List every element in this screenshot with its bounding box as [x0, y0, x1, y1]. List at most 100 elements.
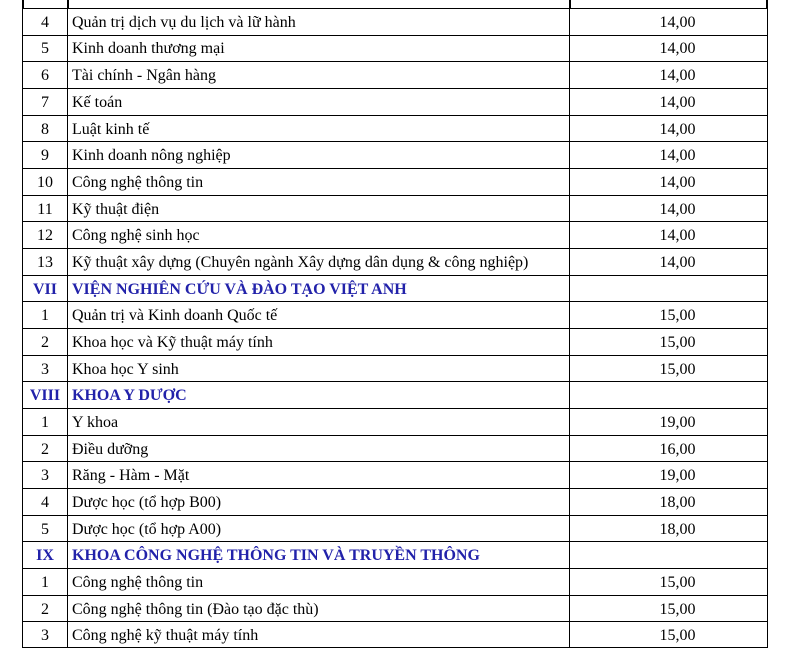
row-number: 12 — [23, 222, 68, 249]
row-number: 1 — [23, 302, 68, 329]
score: 18,00 — [659, 520, 696, 538]
row-number: 3 — [23, 355, 68, 382]
program-name: Khoa học Y sinh — [68, 355, 570, 382]
program-name: Dược học (tổ hợp B00) — [68, 489, 570, 515]
program-name: Công nghệ thông tin — [68, 569, 570, 595]
score: 15,00 — [659, 626, 696, 644]
row-number: 1 — [23, 569, 68, 595]
score: 14,00 — [659, 227, 696, 245]
table-row: 4 Dược học (tổ hợp B00) 18,00 — [22, 488, 768, 515]
table-row: 8 Luật kinh tế 14,00 — [22, 114, 768, 142]
row-number: 4 — [23, 9, 68, 35]
row-number: 2 — [23, 595, 68, 622]
row-number: 6 — [23, 62, 68, 88]
score: 19,00 — [659, 413, 696, 431]
program-name: Tài chính - Ngân hàng — [68, 62, 570, 88]
table-row: 1 Quản trị và Kinh doanh Quốc tế 15,00 — [22, 301, 768, 329]
border — [569, 0, 571, 8]
table-row: 6 Tài chính - Ngân hàng 14,00 — [22, 61, 768, 88]
table-row: 1 Công nghệ thông tin 15,00 — [22, 568, 768, 595]
table-row: 9 Kinh doanh nông nghiệp 14,00 — [22, 141, 768, 168]
table-row: 3 Công nghệ kỹ thuật máy tính 15,00 — [22, 621, 768, 649]
section-title: KHOA CÔNG NGHỆ THÔNG TIN VÀ TRUYỀN THÔNG — [68, 542, 570, 569]
program-name: Khoa học và Kỹ thuật máy tính — [68, 329, 570, 355]
row-number: 5 — [23, 515, 68, 542]
score — [570, 542, 767, 568]
score — [570, 276, 767, 302]
program-name: Công nghệ thông tin (Đào tạo đặc thù) — [68, 595, 570, 622]
table-row: 10 Công nghệ thông tin 14,00 — [22, 168, 768, 195]
program-name: Quản trị và Kinh doanh Quốc tế — [68, 302, 570, 329]
row-number: 10 — [23, 169, 68, 195]
table-row: 2 Khoa học và Kỹ thuật máy tính 15,00 — [22, 328, 768, 355]
program-name: Kinh doanh thương mại — [68, 35, 570, 62]
section-row: VIII KHOA Y DƯỢC — [22, 381, 768, 409]
section-row: VII VIỆN NGHIÊN CỨU VÀ ĐÀO TẠO VIỆT ANH — [22, 274, 768, 302]
row-number: 3 — [23, 462, 68, 489]
program-name: Kỹ thuật điện — [68, 195, 570, 222]
row-number: 2 — [23, 329, 68, 355]
score: 18,00 — [659, 493, 696, 511]
table-row: 4 Quản trị dịch vụ du lịch và lữ hành 14,0… — [22, 8, 768, 35]
score: 15,00 — [659, 573, 696, 591]
section-title: KHOA Y DƯỢC — [68, 382, 570, 409]
program-name: Công nghệ thông tin — [68, 169, 570, 195]
table-row: 3 Khoa học Y sinh 15,00 — [22, 354, 768, 382]
row-number: 3 — [23, 622, 68, 648]
program-name: Kỹ thuật xây dựng (Chuyên ngành Xây dựng… — [68, 249, 570, 275]
program-name: Công nghệ kỹ thuật máy tính — [68, 622, 570, 648]
program-name: Dược học (tổ hợp A00) — [68, 515, 570, 542]
row-number: 11 — [23, 195, 68, 222]
row-number: VII — [23, 275, 68, 302]
table-row: 5 Dược học (tổ hợp A00) 18,00 — [22, 514, 768, 542]
score: 15,00 — [659, 600, 696, 618]
table-row: 5 Kinh doanh thương mại 14,00 — [22, 34, 768, 62]
row-number: 7 — [23, 89, 68, 115]
score: 14,00 — [659, 147, 696, 165]
section-row: IX KHOA CÔNG NGHỆ THÔNG TIN VÀ TRUYỀN THÔ… — [22, 541, 768, 569]
table-row: 2 Điều dưỡng 16,00 — [22, 434, 768, 462]
score: 16,00 — [659, 440, 696, 458]
score: 19,00 — [659, 467, 696, 485]
border — [67, 0, 69, 8]
table-row: 12 Công nghệ sinh học 14,00 — [22, 221, 768, 249]
row-number: 2 — [23, 435, 68, 462]
program-name: Kinh doanh nông nghiệp — [68, 142, 570, 168]
table-row: 7 Kế toán 14,00 — [22, 88, 768, 115]
score: 14,00 — [659, 120, 696, 138]
score: 14,00 — [659, 67, 696, 85]
program-name: Y khoa — [68, 409, 570, 435]
row-number: 9 — [23, 142, 68, 168]
row-number: 8 — [23, 115, 68, 142]
score: 14,00 — [659, 200, 696, 218]
score: 15,00 — [659, 360, 696, 378]
score: 14,00 — [659, 253, 696, 271]
table-row: 2 Công nghệ thông tin (Đào tạo đặc thù) 15… — [22, 594, 768, 622]
row-number: 13 — [23, 249, 68, 275]
program-name: Công nghệ sinh học — [68, 222, 570, 249]
section-title: VIỆN NGHIÊN CỨU VÀ ĐÀO TẠO VIỆT ANH — [68, 275, 570, 302]
score: 14,00 — [659, 93, 696, 111]
row-number: IX — [23, 542, 68, 569]
row-number: 4 — [23, 489, 68, 515]
row-number: VIII — [23, 382, 68, 409]
program-name: Quản trị dịch vụ du lịch và lữ hành — [68, 9, 570, 35]
border — [22, 0, 24, 8]
table-row: 3 Răng - Hàm - Mặt 19,00 — [22, 461, 768, 489]
score: 15,00 — [659, 333, 696, 351]
score: 14,00 — [659, 173, 696, 191]
score: 15,00 — [659, 307, 696, 325]
score — [570, 382, 767, 408]
program-name: Răng - Hàm - Mặt — [68, 462, 570, 489]
program-name: Kế toán — [68, 89, 570, 115]
program-name: Điều dưỡng — [68, 435, 570, 462]
row-number: 5 — [23, 35, 68, 62]
score: 14,00 — [659, 13, 696, 31]
table-row: 11 Kỹ thuật điện 14,00 — [22, 194, 768, 222]
border — [766, 0, 768, 8]
table-row: 13 Kỹ thuật xây dựng (Chuyên ngành Xây dự… — [22, 248, 768, 275]
row-number: 1 — [23, 409, 68, 435]
program-name: Luật kinh tế — [68, 115, 570, 142]
